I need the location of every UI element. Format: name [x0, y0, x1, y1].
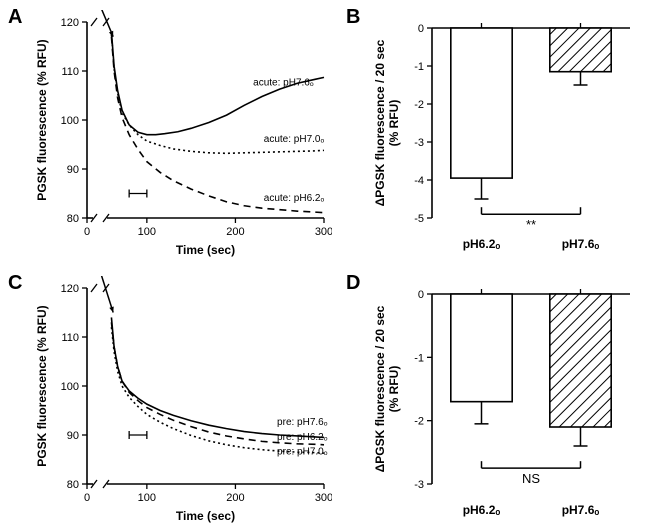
- svg-text:Time (sec): Time (sec): [176, 243, 235, 257]
- svg-text:pH6.2ₒ: pH6.2ₒ: [463, 237, 501, 251]
- svg-text:PGSK fluorescence (% RFU): PGSK fluorescence (% RFU): [35, 305, 49, 466]
- svg-text:(% RFU): (% RFU): [387, 366, 401, 413]
- svg-text:-3: -3: [414, 479, 424, 491]
- svg-text:pH7.6ₒ: pH7.6ₒ: [562, 503, 600, 517]
- svg-text:-3: -3: [414, 137, 424, 149]
- svg-text:(% RFU): (% RFU): [387, 100, 401, 147]
- svg-text:200: 200: [226, 492, 244, 504]
- svg-text:100: 100: [61, 115, 79, 127]
- svg-text:pH6.2ₒ: pH6.2ₒ: [463, 503, 501, 517]
- bar-chart-d: -3 -2 -1 0 ΔPGSK fluorescence / 20 sec(% RFU…: [370, 276, 640, 526]
- svg-text:pH7.6ₒ: pH7.6ₒ: [562, 237, 600, 251]
- svg-text:**: **: [526, 217, 536, 232]
- line-chart-a: 80 90 100 110 120 0 100 200 300 Time (sec) PGSK fl…: [32, 10, 332, 260]
- svg-text:-2: -2: [414, 99, 424, 111]
- bar-chart-b: -5 -4 -3 -2 -1 0 ΔPGSK fluorescence / 20 sec(%…: [370, 10, 640, 260]
- svg-text:-2: -2: [414, 416, 424, 428]
- svg-text:80: 80: [67, 213, 79, 225]
- svg-text:110: 110: [61, 66, 79, 78]
- panel-label-d: D: [346, 272, 360, 295]
- svg-text:Time (sec): Time (sec): [176, 509, 235, 523]
- svg-text:pre: pH6.2ₒ: pre: pH6.2ₒ: [277, 432, 328, 443]
- svg-text:120: 120: [61, 17, 79, 29]
- svg-text:NS: NS: [522, 471, 540, 486]
- svg-text:pre: pH7.0ₒ: pre: pH7.0ₒ: [277, 447, 328, 458]
- svg-text:ΔPGSK fluorescence / 20 sec: ΔPGSK fluorescence / 20 sec: [373, 305, 387, 472]
- svg-text:0: 0: [418, 289, 424, 301]
- svg-text:300: 300: [315, 492, 332, 504]
- svg-text:100: 100: [138, 492, 156, 504]
- svg-text:acute: pH7.0ₒ: acute: pH7.0ₒ: [264, 134, 325, 145]
- svg-text:ΔPGSK fluorescence / 20 sec: ΔPGSK fluorescence / 20 sec: [373, 39, 387, 206]
- svg-text:100: 100: [138, 226, 156, 238]
- svg-text:0: 0: [84, 492, 90, 504]
- panel-label-a: A: [8, 6, 22, 29]
- svg-text:-1: -1: [414, 61, 424, 73]
- svg-text:80: 80: [67, 479, 79, 491]
- svg-text:100: 100: [61, 381, 79, 393]
- svg-text:200: 200: [226, 226, 244, 238]
- svg-text:acute: pH7.6ₒ: acute: pH7.6ₒ: [253, 78, 314, 89]
- svg-text:-1: -1: [414, 352, 424, 364]
- svg-text:0: 0: [84, 226, 90, 238]
- line-chart-c: 80 90 100 110 120 0 100 200 300 Time (sec) PGSK fl…: [32, 276, 332, 526]
- svg-text:110: 110: [61, 332, 79, 344]
- svg-text:pre: pH7.6ₒ: pre: pH7.6ₒ: [277, 417, 328, 428]
- panel-label-c: C: [8, 272, 22, 295]
- figure: A B C D 80 90 100 110 120 0 100 200 300 Time (sec…: [0, 0, 660, 526]
- svg-text:90: 90: [67, 164, 79, 176]
- svg-text:acute: pH6.2ₒ: acute: pH6.2ₒ: [264, 193, 325, 204]
- svg-text:120: 120: [61, 283, 79, 295]
- svg-text:300: 300: [315, 226, 332, 238]
- svg-text:PGSK fluorescence (% RFU): PGSK fluorescence (% RFU): [35, 39, 49, 200]
- panel-label-b: B: [346, 6, 360, 29]
- svg-text:-5: -5: [414, 213, 424, 225]
- svg-text:0: 0: [418, 23, 424, 35]
- svg-text:90: 90: [67, 430, 79, 442]
- svg-text:-4: -4: [414, 175, 424, 187]
